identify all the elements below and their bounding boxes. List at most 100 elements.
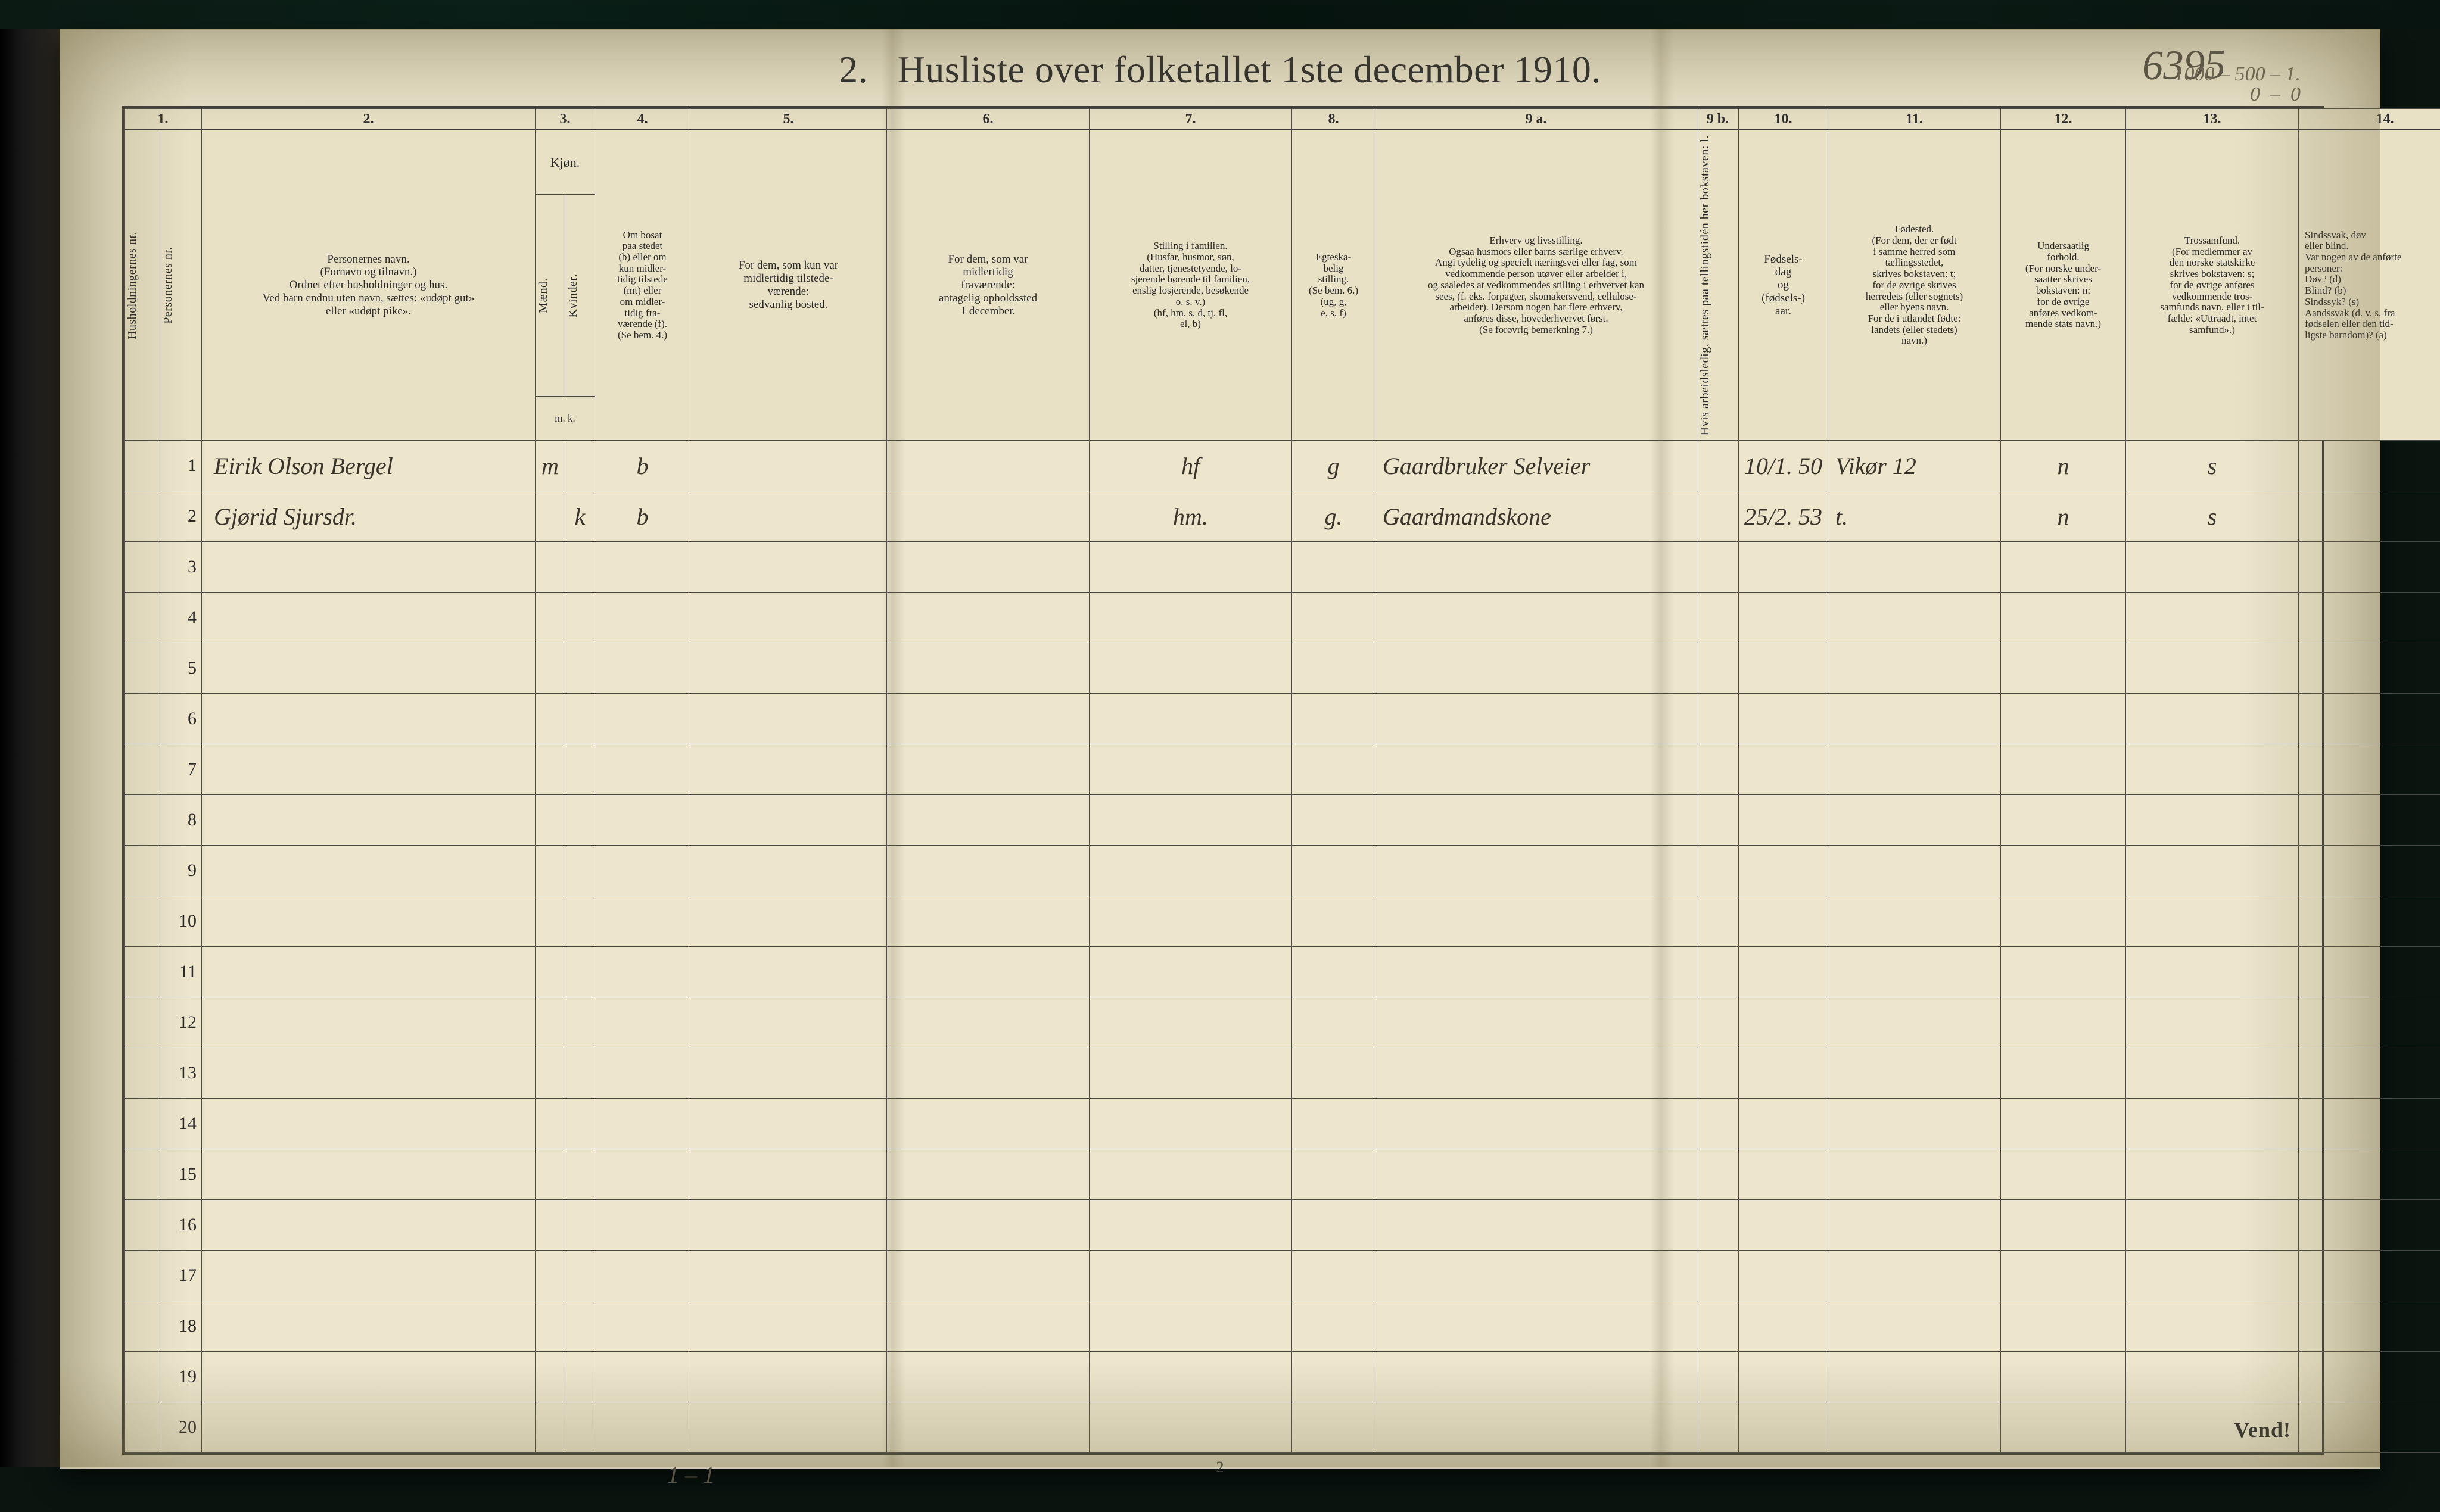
cell-empty <box>887 542 1090 593</box>
cell-empty <box>1828 1402 2001 1453</box>
cell-empty <box>202 947 536 997</box>
cell-empty <box>2126 1048 2299 1099</box>
cell-empty <box>202 1048 536 1099</box>
cell-empty <box>2126 1099 2299 1149</box>
cell-empty <box>2001 744 2126 795</box>
cell-empty <box>1828 846 2001 896</box>
cell-undersaat: n <box>2001 491 2126 542</box>
cell-empty <box>565 542 595 593</box>
cell-empty <box>595 896 690 947</box>
cell-empty <box>690 896 887 947</box>
cell-empty <box>1375 947 1697 997</box>
cell-empty <box>887 1099 1090 1149</box>
cell-tros: s <box>2126 491 2299 542</box>
cell-empty <box>595 744 690 795</box>
cell-empty <box>887 1200 1090 1251</box>
cell-fr-sted <box>887 441 1090 491</box>
table-row: 13 <box>125 1048 2440 1099</box>
cell-empty <box>595 1301 690 1352</box>
cell-empty <box>565 1149 595 1200</box>
scanner-top-strip <box>0 0 2440 29</box>
cell-empty <box>536 947 565 997</box>
cell-empty <box>1375 1149 1697 1200</box>
cell-empty <box>2126 1301 2299 1352</box>
cell-empty <box>1739 795 1828 846</box>
cell-empty <box>690 1301 887 1352</box>
cell-empty <box>2299 1251 2440 1301</box>
cell-empty <box>1292 694 1375 744</box>
hnum-2: 2. <box>202 109 536 130</box>
cell-person-nr: 10 <box>160 896 202 947</box>
cell-empty <box>887 896 1090 947</box>
hnum-7: 7. <box>1090 109 1292 130</box>
cell-empty <box>565 1048 595 1099</box>
cell-empty <box>1292 1149 1375 1200</box>
cell-hushold-nr <box>125 795 160 846</box>
cell-empty <box>536 1200 565 1251</box>
cell-empty <box>887 846 1090 896</box>
header-number-row: 1. 2. 3. 4. 5. 6. 7. 8. 9 a. 9 b. 10. 11… <box>125 109 2440 130</box>
cell-empty <box>887 643 1090 694</box>
cell-empty <box>1292 846 1375 896</box>
cell-empty <box>1828 997 2001 1048</box>
cell-hushold-nr <box>125 1048 160 1099</box>
cell-empty <box>536 1149 565 1200</box>
hnum-14: 14. <box>2299 109 2440 130</box>
cell-empty <box>1739 1149 1828 1200</box>
census-table-wrap: 1. 2. 3. 4. 5. 6. 7. 8. 9 a. 9 b. 10. 11… <box>122 106 2324 1455</box>
cell-undersaat: n <box>2001 441 2126 491</box>
cell-empty <box>1090 593 1292 643</box>
cell-empty <box>1697 1200 1739 1251</box>
cell-empty <box>2126 744 2299 795</box>
cell-egte: g. <box>1292 491 1375 542</box>
cell-empty <box>2001 1251 2126 1301</box>
col-4-label: Om bosat paa stedet (b) eller om kun mid… <box>595 130 690 441</box>
cell-hushold-nr <box>125 1402 160 1453</box>
cell-empty <box>1090 643 1292 694</box>
cell-empty <box>565 1352 595 1402</box>
col-1a-label: Husholdningernes nr. <box>125 227 140 344</box>
cell-empty <box>1739 593 1828 643</box>
cell-empty <box>1697 744 1739 795</box>
cell-empty <box>202 1402 536 1453</box>
cell-person-nr: 14 <box>160 1099 202 1149</box>
col-3-foot: m. k. <box>536 397 595 441</box>
cell-person-nr: 16 <box>160 1200 202 1251</box>
cell-empty <box>2001 896 2126 947</box>
hnum-1: 1. <box>125 109 202 130</box>
hnum-5: 5. <box>690 109 887 130</box>
cell-fsted: t. <box>1828 491 2001 542</box>
cell-empty <box>565 795 595 846</box>
cell-empty <box>2001 593 2126 643</box>
table-row: 2Gjørid Sjursdr.kbhm.g.Gaardmandskone25/… <box>125 491 2440 542</box>
cell-empty <box>536 643 565 694</box>
cell-empty <box>2126 694 2299 744</box>
col-14-label: Sindssvak, døv eller blind. Var nogen av… <box>2299 130 2440 441</box>
cell-person-nr: 4 <box>160 593 202 643</box>
cell-empty <box>1697 694 1739 744</box>
cell-empty <box>595 542 690 593</box>
cell-empty <box>1090 1048 1292 1099</box>
cell-empty <box>565 744 595 795</box>
cell-empty <box>690 1048 887 1099</box>
cell-empty <box>1697 1099 1739 1149</box>
cell-fr-sted <box>887 491 1090 542</box>
cell-empty <box>1292 1352 1375 1402</box>
cell-empty <box>2001 1301 2126 1352</box>
cell-empty <box>1375 1200 1697 1251</box>
cell-mt-sted <box>690 491 887 542</box>
cell-empty <box>1090 896 1292 947</box>
cell-empty <box>202 1099 536 1149</box>
cell-empty <box>2126 947 2299 997</box>
cell-empty <box>565 896 595 947</box>
cell-empty <box>1292 896 1375 947</box>
cell-empty <box>1828 1301 2001 1352</box>
cell-empty <box>1697 846 1739 896</box>
cell-empty <box>1375 694 1697 744</box>
cell-empty <box>202 795 536 846</box>
cell-empty <box>2299 542 2440 593</box>
scanner-left-edge <box>0 29 60 1467</box>
cell-empty <box>1090 1402 1292 1453</box>
cell-empty <box>2299 643 2440 694</box>
cell-empty <box>565 947 595 997</box>
